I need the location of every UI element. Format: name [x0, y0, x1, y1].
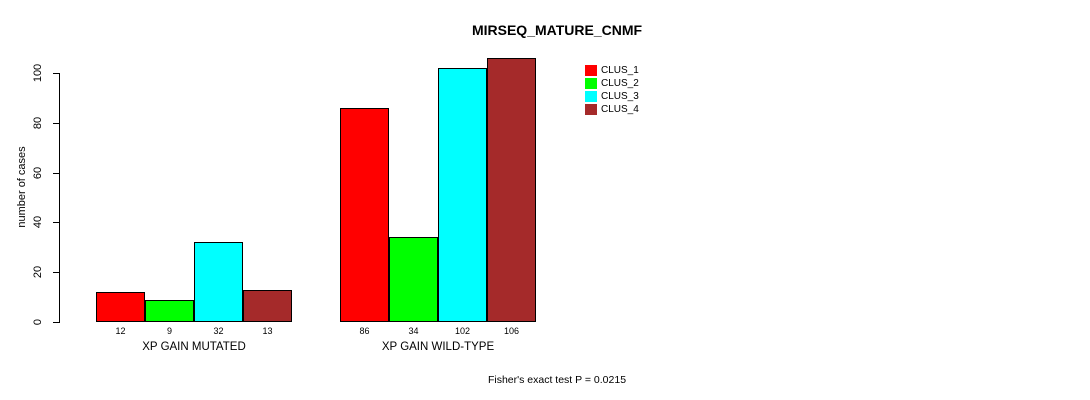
x-axis-group-label: XP GAIN WILD-TYPE — [381, 341, 495, 353]
y-axis-label: number of cases — [16, 146, 28, 228]
y-axis-tick — [53, 122, 59, 124]
y-axis-tick-label: 80 — [32, 116, 44, 129]
bar-value-label: 12 — [115, 326, 126, 336]
y-axis-tick — [53, 322, 59, 323]
y-axis-tick-label: 100 — [32, 63, 44, 83]
y-axis-tick — [53, 73, 59, 74]
legend-label: CLUS_3 — [601, 91, 639, 102]
legend-item-clus_3: CLUS_3 — [585, 90, 639, 103]
legend-item-clus_2: CLUS_2 — [585, 77, 639, 90]
bar-value-label: 102 — [454, 326, 471, 336]
y-axis-tick — [53, 222, 59, 224]
bar-clus_1-group2 — [340, 108, 389, 322]
legend-item-clus_1: CLUS_1 — [585, 64, 639, 77]
y-axis-tick — [53, 272, 59, 274]
legend-label: CLUS_4 — [601, 104, 639, 115]
bar-clus_1-group1 — [96, 292, 145, 322]
bar-value-label: 106 — [503, 326, 520, 336]
chart-title: MIRSEQ_MATURE_CNMF — [471, 22, 643, 38]
bar-value-label: 13 — [262, 326, 273, 336]
x-axis-group-label: XP GAIN MUTATED — [142, 341, 246, 353]
bar-value-label: 86 — [359, 326, 370, 336]
y-axis-tick-label: 0 — [32, 318, 44, 326]
legend-item-clus_4: CLUS_4 — [585, 103, 639, 116]
legend-label: CLUS_2 — [601, 78, 639, 89]
bar-value-label: 34 — [408, 326, 419, 336]
y-axis-tick-label: 60 — [32, 166, 44, 179]
y-axis-tick-label: 20 — [32, 266, 44, 279]
legend-color-swatch — [585, 65, 597, 76]
bar-clus_2-group1 — [145, 300, 194, 322]
legend-color-swatch — [585, 78, 597, 89]
legend-color-swatch — [585, 91, 597, 102]
bar-clus_3-group1 — [194, 242, 243, 322]
bar-clus_2-group2 — [389, 237, 438, 322]
bar-value-label: 32 — [213, 326, 224, 336]
legend-color-swatch — [585, 104, 597, 115]
bar-value-label: 9 — [166, 326, 172, 336]
bar-clus_4-group1 — [243, 290, 292, 322]
y-axis-tick — [53, 172, 59, 174]
legend-label: CLUS_1 — [601, 65, 639, 76]
bar-clus_4-group2 — [487, 58, 536, 322]
bar-clus_3-group2 — [438, 68, 487, 322]
y-axis-line — [59, 73, 60, 323]
y-axis-tick-label: 40 — [32, 216, 44, 229]
legend: CLUS_1 CLUS_2 CLUS_3 CLUS_4 — [585, 64, 639, 116]
fisher-test-annotation: Fisher's exact test P = 0.0215 — [487, 374, 627, 386]
